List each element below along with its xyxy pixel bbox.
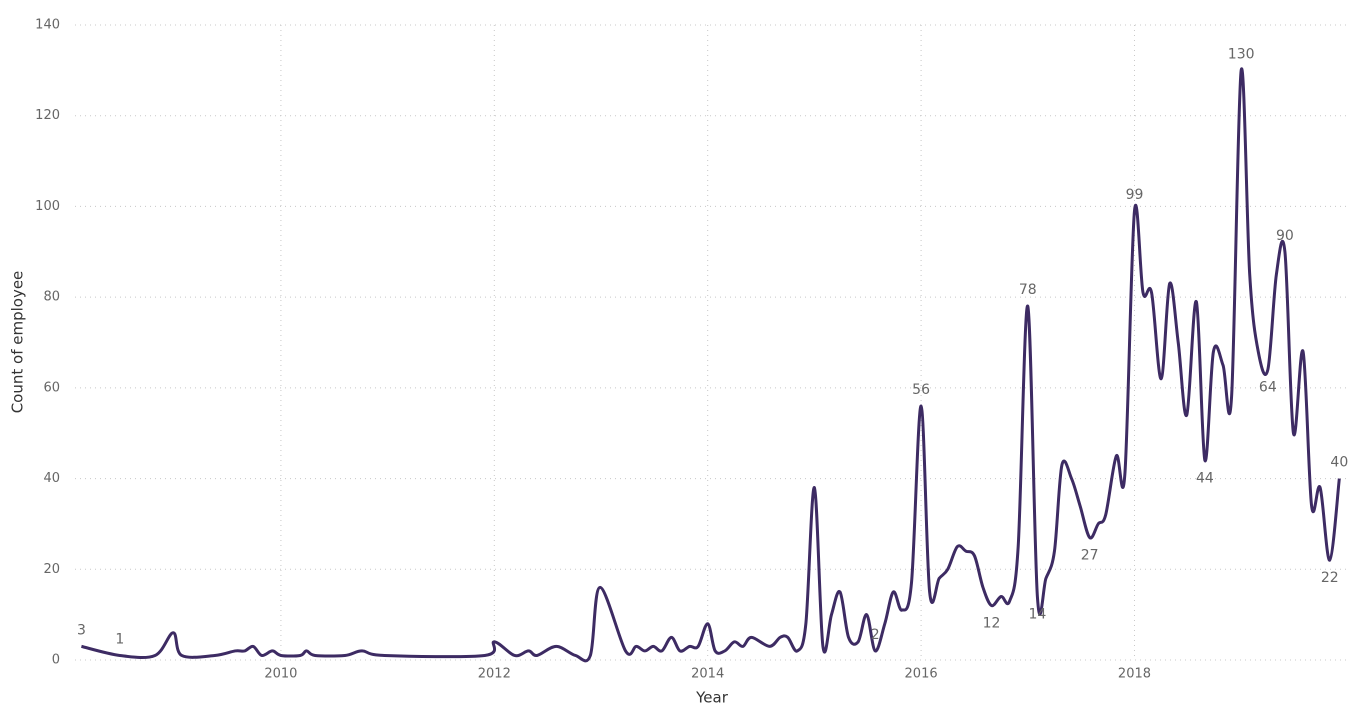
y-tick-label: 20 (43, 562, 60, 577)
x-axis-title: Year (695, 689, 729, 707)
data-label: 90 (1276, 228, 1294, 244)
data-label: 44 (1196, 470, 1214, 486)
data-label: 3 (77, 622, 86, 638)
data-label: 56 (912, 382, 930, 398)
y-axis-title: Count of employee (9, 271, 27, 414)
y-tick-label: 120 (35, 108, 60, 123)
y-tick-label: 60 (43, 380, 60, 395)
x-tick-label: 2014 (691, 667, 724, 682)
y-tick-label: 40 (43, 471, 60, 486)
data-label: 40 (1330, 455, 1348, 471)
data-label: 99 (1126, 187, 1144, 203)
line (81, 67, 1341, 663)
y-tick-label: 140 (35, 18, 60, 33)
x-tick-label: 2016 (905, 667, 938, 682)
data-label: 22 (1321, 570, 1339, 586)
x-tick-label: 2018 (1118, 667, 1151, 682)
y-tick-label: 100 (35, 199, 60, 214)
data-label: 78 (1019, 282, 1037, 298)
data-label: 1 (115, 631, 124, 647)
x-tick-label: 2012 (478, 667, 511, 682)
y-tick-label: 80 (43, 290, 60, 305)
data-label: 27 (1081, 548, 1099, 564)
data-label: 12 (983, 616, 1001, 632)
data-label: 64 (1259, 380, 1277, 396)
data-label: 2 (871, 627, 880, 643)
data-label: 130 (1228, 46, 1255, 62)
y-tick-label: 0 (52, 653, 60, 668)
x-tick-label: 2010 (264, 667, 297, 682)
data-label: 14 (1028, 607, 1046, 623)
